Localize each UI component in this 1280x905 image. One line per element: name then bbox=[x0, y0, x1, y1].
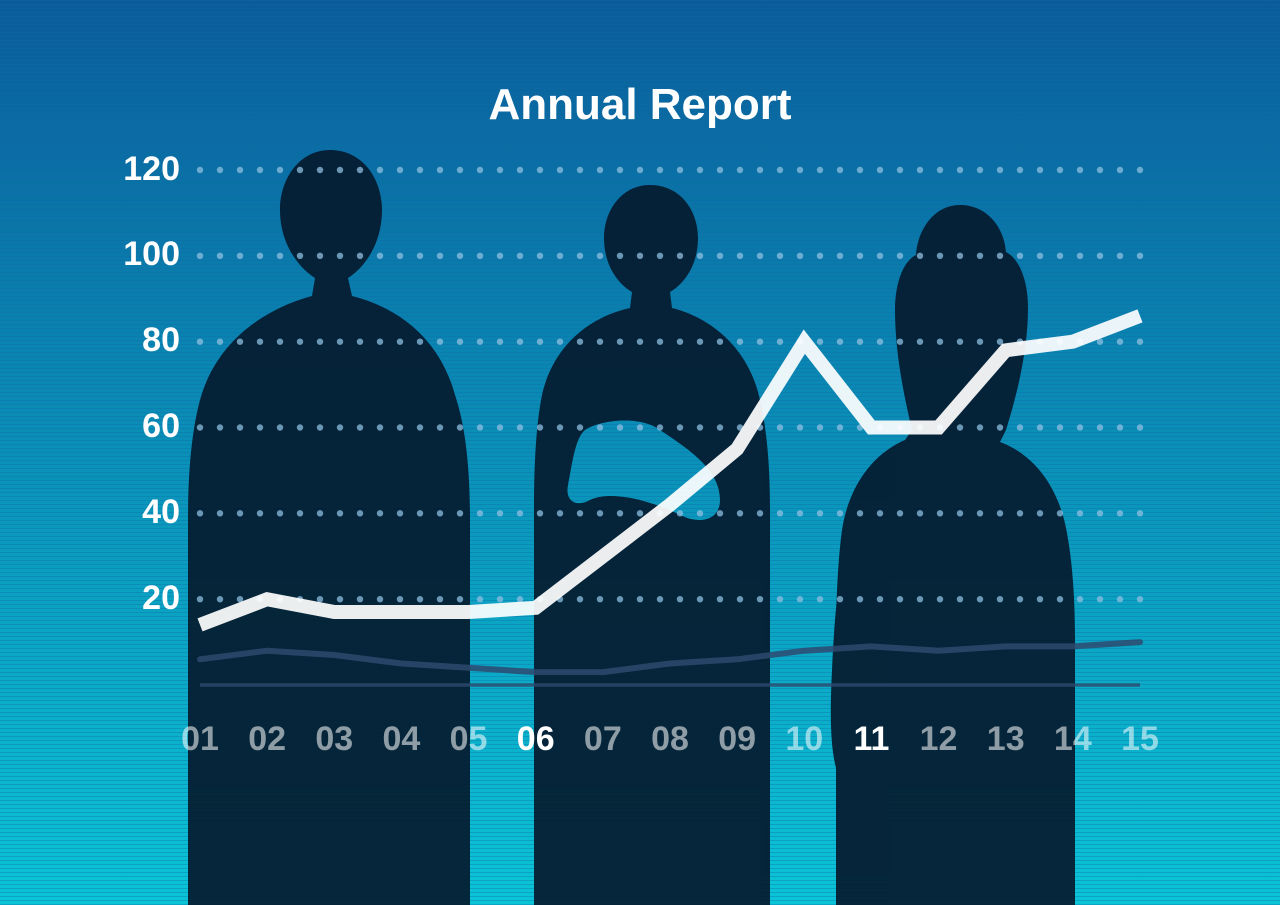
grid-dots bbox=[197, 167, 1143, 603]
y-tick-label: 100 bbox=[100, 235, 180, 274]
x-tick-label: 02 bbox=[235, 720, 299, 759]
x-tick-label: 08 bbox=[638, 720, 702, 759]
y-tick-label: 60 bbox=[100, 407, 180, 446]
x-tick-label: 15 bbox=[1108, 720, 1172, 759]
x-tick-label: 01 bbox=[168, 720, 232, 759]
series-main bbox=[200, 316, 1140, 625]
chart-stage: Annual Report 20406080100120 01020304050… bbox=[0, 0, 1280, 905]
x-tick-label: 10 bbox=[772, 720, 836, 759]
x-tick-label: 13 bbox=[974, 720, 1038, 759]
x-tick-label: 11 bbox=[839, 720, 903, 759]
x-tick-label: 09 bbox=[705, 720, 769, 759]
line-chart bbox=[0, 0, 1280, 905]
x-tick-label: 07 bbox=[571, 720, 635, 759]
x-tick-label: 14 bbox=[1041, 720, 1105, 759]
y-tick-label: 20 bbox=[100, 579, 180, 618]
x-tick-label: 03 bbox=[302, 720, 366, 759]
x-tick-label: 12 bbox=[907, 720, 971, 759]
y-tick-label: 80 bbox=[100, 321, 180, 360]
x-tick-label: 05 bbox=[437, 720, 501, 759]
x-tick-label: 04 bbox=[369, 720, 433, 759]
series-secondary bbox=[200, 642, 1140, 672]
y-tick-label: 120 bbox=[100, 150, 180, 189]
x-tick-label: 06 bbox=[504, 720, 568, 759]
y-tick-label: 40 bbox=[100, 493, 180, 532]
